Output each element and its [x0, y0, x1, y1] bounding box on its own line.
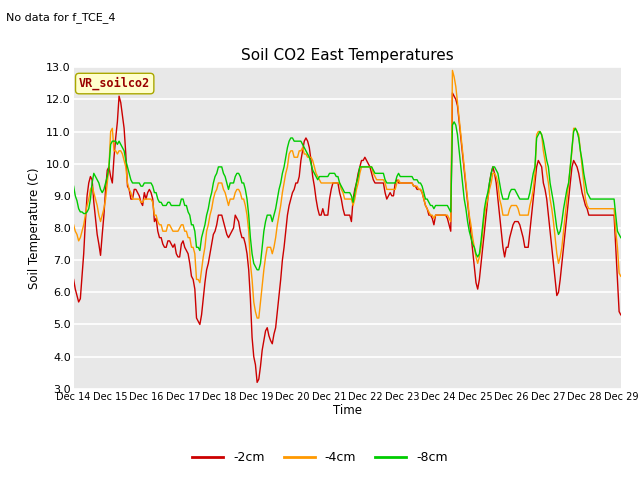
Text: No data for f_TCE_4: No data for f_TCE_4	[6, 12, 116, 23]
X-axis label: Time: Time	[333, 404, 362, 417]
Y-axis label: Soil Temperature (C): Soil Temperature (C)	[28, 167, 40, 289]
Legend: -2cm, -4cm, -8cm: -2cm, -4cm, -8cm	[187, 446, 453, 469]
Text: VR_soilco2: VR_soilco2	[79, 77, 150, 90]
Title: Soil CO2 East Temperatures: Soil CO2 East Temperatures	[241, 48, 454, 63]
